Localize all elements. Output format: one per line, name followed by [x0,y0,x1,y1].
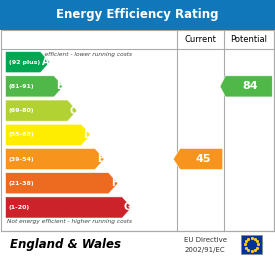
Text: 84: 84 [243,81,258,91]
Text: Very energy efficient - lower running costs: Very energy efficient - lower running co… [7,52,132,57]
Text: A: A [42,57,50,67]
Text: Energy Efficiency Rating: Energy Efficiency Rating [56,8,219,21]
Text: Potential: Potential [230,35,267,44]
Text: EU Directive: EU Directive [184,237,227,243]
Text: (39-54): (39-54) [9,157,34,162]
Polygon shape [6,76,64,97]
Text: (81-91): (81-91) [9,84,34,89]
Polygon shape [6,173,118,194]
Polygon shape [6,197,132,218]
Text: E: E [97,154,104,164]
Bar [0,0,275,30]
Text: 45: 45 [196,154,211,164]
Polygon shape [6,148,104,170]
Bar [1,30,274,231]
Text: C: C [70,106,77,116]
Polygon shape [220,76,272,97]
Text: B: B [56,81,63,91]
Text: (1-20): (1-20) [9,205,30,210]
Text: G: G [124,203,132,212]
Polygon shape [6,52,50,73]
Text: (55-68): (55-68) [9,132,34,137]
Text: (21-38): (21-38) [9,181,34,186]
Text: D: D [83,130,91,140]
Text: England & Wales: England & Wales [10,238,121,251]
Text: Current: Current [185,35,217,44]
Bar [241,235,262,254]
Polygon shape [6,124,91,145]
Text: (69-80): (69-80) [9,108,34,113]
Text: 2002/91/EC: 2002/91/EC [184,247,225,253]
Text: F: F [111,178,117,188]
Text: Not energy efficient - higher running costs: Not energy efficient - higher running co… [7,219,132,224]
Text: (92 plus): (92 plus) [9,60,40,65]
Polygon shape [173,148,223,170]
Polygon shape [6,100,77,121]
